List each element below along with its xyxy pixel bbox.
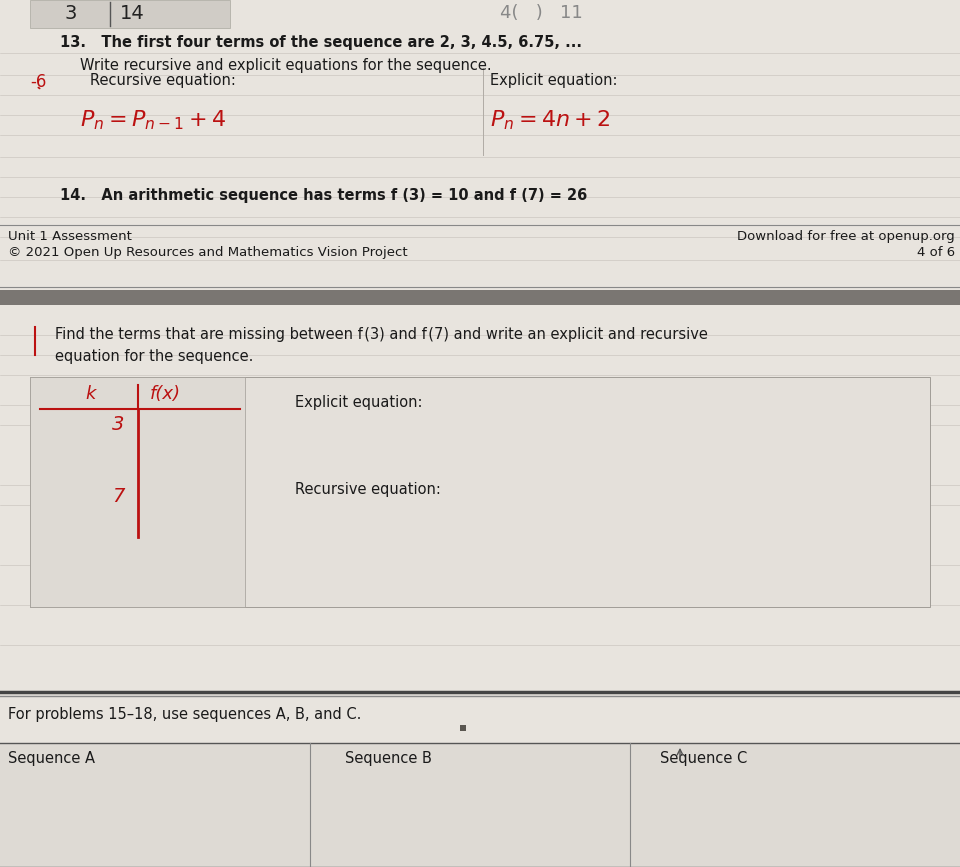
Text: Recursive equation:: Recursive equation: <box>90 73 236 88</box>
Text: -6: -6 <box>30 73 46 91</box>
Text: Download for free at openup.org: Download for free at openup.org <box>737 230 955 243</box>
Text: 4 of 6: 4 of 6 <box>917 246 955 259</box>
Text: 3: 3 <box>65 4 78 23</box>
Text: $P_n = P_{n-1} + 4$: $P_n = P_{n-1} + 4$ <box>80 108 227 132</box>
Bar <box>30 0 230 28</box>
Text: Write recursive and explicit equations for the sequence.: Write recursive and explicit equations f… <box>80 58 492 73</box>
Bar <box>30 377 930 607</box>
Text: For problems 15–18, use sequences A, B, and C.: For problems 15–18, use sequences A, B, … <box>8 707 361 722</box>
Text: k: k <box>85 385 95 403</box>
Text: 4(   )   11: 4( ) 11 <box>500 4 583 22</box>
Bar <box>460 725 466 731</box>
Text: f(x): f(x) <box>150 385 181 403</box>
Bar <box>0 695 960 867</box>
Bar <box>0 0 960 290</box>
Text: Sequence B: Sequence B <box>345 751 432 766</box>
Text: $P_n = 4n + 2$: $P_n = 4n + 2$ <box>490 108 611 132</box>
Text: 14: 14 <box>120 4 145 23</box>
Text: Sequence A: Sequence A <box>8 751 95 766</box>
Text: 13.   The first four terms of the sequence are 2, 3, 4.5, 6.75, ...: 13. The first four terms of the sequence… <box>60 35 582 50</box>
Text: Explicit equation:: Explicit equation: <box>295 395 422 410</box>
Text: Recursive equation:: Recursive equation: <box>295 482 441 497</box>
Text: 7: 7 <box>112 487 125 506</box>
Bar <box>30 377 245 607</box>
Text: © 2021 Open Up Resources and Mathematics Vision Project: © 2021 Open Up Resources and Mathematics… <box>8 246 408 259</box>
Text: Explicit equation:: Explicit equation: <box>490 73 617 88</box>
Text: 14.   An arithmetic sequence has terms f (3) = 10 and f (7) = 26: 14. An arithmetic sequence has terms f (… <box>60 188 588 203</box>
Text: Sequence C: Sequence C <box>660 751 747 766</box>
Bar <box>0 305 960 695</box>
Text: Find the terms that are missing between f (3) and f (7) and write an explicit an: Find the terms that are missing between … <box>55 327 708 342</box>
Bar <box>0 290 960 305</box>
Bar <box>0 743 960 867</box>
Text: Unit 1 Assessment: Unit 1 Assessment <box>8 230 132 243</box>
Text: equation for the sequence.: equation for the sequence. <box>55 349 253 364</box>
Text: 3: 3 <box>112 415 125 434</box>
